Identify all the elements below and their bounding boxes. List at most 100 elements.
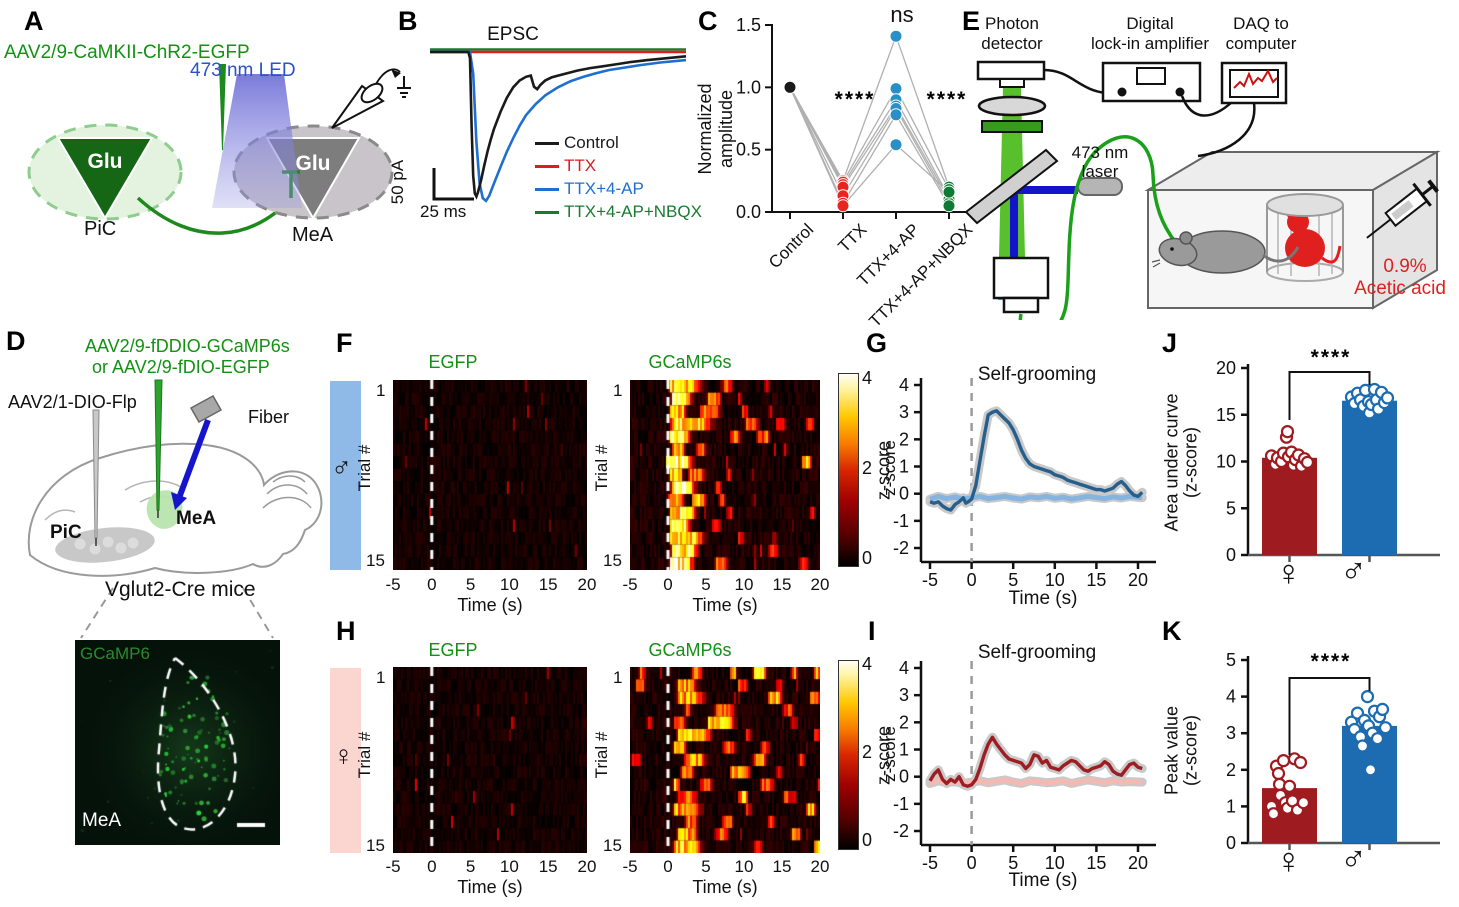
lockin-label-2: lock-in amplifier [1090, 34, 1210, 53]
brain-outline [27, 442, 323, 577]
svg-text:20: 20 [1216, 358, 1236, 378]
panel-e-label: E [962, 6, 981, 36]
cable [1197, 102, 1256, 158]
svg-text:0.0: 0.0 [736, 202, 761, 222]
data-point [1375, 702, 1390, 717]
male-symbol-k: ♂ [1340, 838, 1367, 879]
bar-♀ [1262, 457, 1317, 555]
sig-stars-nbqx: **** [926, 88, 968, 111]
sig-bracket [1288, 371, 1371, 420]
svg-text:0: 0 [899, 767, 909, 787]
panel-c-label: C [698, 6, 718, 36]
daq-label-2: computer [1225, 34, 1297, 53]
filter-icon [981, 120, 1043, 133]
svg-text:5: 5 [1008, 570, 1018, 588]
panel-a-label: A [24, 6, 44, 36]
cerebellum-folds [262, 475, 312, 509]
time-axis-label: Time (s) [692, 877, 758, 897]
x-tick: 10 [734, 575, 754, 594]
trial-axis: Trial # [355, 444, 374, 492]
svg-text:4: 4 [899, 658, 909, 678]
female-symbol: ♀ [333, 740, 354, 771]
legend-label: TTX+4-AP [564, 179, 644, 198]
legend-label: TTX+4-AP+NBQX [564, 202, 702, 221]
panel-f-label: F [336, 328, 353, 358]
laser-label-2: laser [1081, 162, 1119, 181]
data-point [836, 199, 850, 213]
data-point [1282, 779, 1297, 793]
panel-c-ylabel: Normalized amplitude [695, 83, 736, 175]
virus2-label: or AAV2/9-fDIO-EGFP [92, 357, 270, 377]
male-symbol: ♂ [331, 452, 352, 483]
x-tick: 15 [772, 857, 792, 876]
glu-label-mea: Glu [295, 152, 331, 175]
flp-needle-icon [92, 409, 100, 539]
x-tick: 10 [499, 575, 519, 594]
svg-text:-5: -5 [922, 853, 938, 871]
male-symbol-j: ♂ [1340, 550, 1367, 591]
data-point [889, 138, 903, 152]
panel-b-label: B [398, 6, 418, 36]
trial-last: 15 [366, 551, 385, 570]
laser-beam [1017, 186, 1078, 194]
data-point [1360, 689, 1375, 704]
panel-g-xlabel: Time (s) [1008, 588, 1078, 609]
grooming-title-female: Self-grooming [977, 642, 1097, 663]
auc-bar-chart: 20 15 10 5 0 [1216, 358, 1440, 565]
svg-text:3: 3 [899, 685, 909, 705]
x-tick: 20 [810, 857, 830, 876]
x-tick: 0 [427, 575, 437, 594]
panel-j-ylabel-1: Area under curve [1161, 393, 1182, 532]
record-arrow-icon [375, 68, 401, 85]
led-label: 473 nm LED [190, 60, 296, 81]
trial-last: 15 [603, 836, 622, 855]
micrograph-region-label: MeA [82, 810, 122, 831]
trace-Control [430, 50, 687, 200]
panel-g-label: G [866, 328, 888, 358]
data-point [1380, 391, 1395, 405]
data-point [1266, 807, 1281, 821]
trace-GCaMP6s [928, 735, 1143, 788]
photon-detector-label-1: Photon [985, 14, 1039, 33]
colorbar-tick: 0 [862, 548, 873, 568]
micrograph-label: GCaMP6 [80, 644, 150, 663]
x-tick: -5 [385, 575, 401, 594]
daq-label-1: DAQ to [1233, 14, 1289, 33]
lockin-label-1: Digital [1126, 14, 1174, 33]
led-light-cone [212, 74, 302, 208]
colorbar-male [838, 373, 859, 567]
data-point [889, 82, 903, 96]
x-tick: 5 [465, 575, 476, 594]
sig-stars-k: **** [1310, 650, 1352, 673]
lens-icon [977, 95, 1047, 117]
svg-text:15: 15 [1216, 405, 1236, 425]
fiber-optic [176, 418, 211, 500]
acid-label-1: 0.9% [1383, 256, 1427, 277]
mouse-line-label: Vglut2-Cre mice [105, 578, 256, 601]
legend-swatch [535, 165, 559, 168]
svg-text:0: 0 [1226, 545, 1236, 565]
pic-label-d: PiC [50, 522, 82, 543]
virus-label: AAV2/9-CaMKII-ChR2-EGFP [4, 42, 250, 63]
svg-text:5: 5 [1226, 650, 1236, 670]
data-point [1276, 753, 1291, 768]
pic-label: PiC [84, 218, 117, 240]
gcamp-fluorescence-image [75, 640, 280, 845]
legend-label: Control [564, 133, 619, 152]
panel-i-xlabel: Time (s) [1008, 870, 1078, 891]
svg-text:-2: -2 [893, 538, 909, 558]
panel-i-ylabel: z-score [873, 726, 894, 786]
svg-text:15: 15 [1086, 853, 1106, 871]
svg-text:0: 0 [899, 484, 909, 504]
panel-i-label: I [868, 616, 876, 646]
sig-stars-j: **** [1310, 346, 1352, 369]
mea-label-d: MeA [176, 508, 217, 529]
legend-swatch [535, 211, 559, 214]
x-tick: 10 [499, 857, 519, 876]
data-point [1293, 755, 1308, 770]
peak-value-bar-chart: 5 4 3 2 1 0 [1226, 650, 1440, 853]
svg-text:3: 3 [1226, 723, 1236, 743]
svg-text:0: 0 [967, 853, 977, 871]
x-tick: 0 [427, 857, 437, 876]
